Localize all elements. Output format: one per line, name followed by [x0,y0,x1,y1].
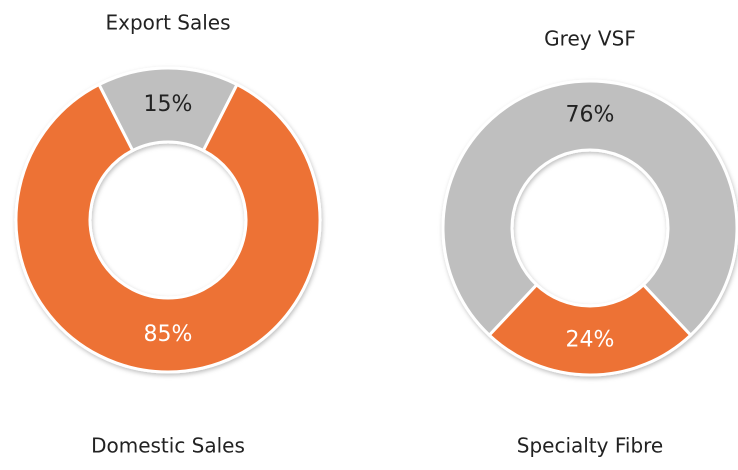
category-label: Grey VSF [544,27,636,51]
donut-slice [487,282,693,377]
donut [14,66,322,374]
data-label: 85% [144,322,193,347]
category-label: Export Sales [105,11,230,35]
category-label: Domestic Sales [91,434,245,458]
category-label: Specialty Fibre [517,434,663,458]
donut-slice [14,82,322,374]
donut-slice [441,79,738,338]
donut [441,79,738,377]
data-label: 24% [566,328,615,353]
data-label: 76% [566,103,615,128]
data-label: 15% [144,92,193,117]
